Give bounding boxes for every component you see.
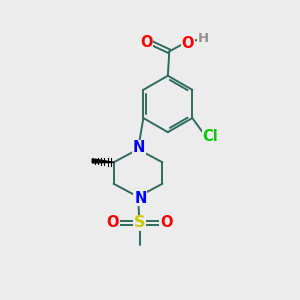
Text: N: N bbox=[132, 140, 145, 155]
Text: Cl: Cl bbox=[202, 129, 218, 144]
Text: O: O bbox=[106, 215, 119, 230]
Text: S: S bbox=[134, 215, 145, 230]
Text: N: N bbox=[134, 190, 147, 206]
Text: H: H bbox=[198, 32, 209, 45]
Text: O: O bbox=[140, 35, 152, 50]
Text: O: O bbox=[182, 35, 194, 50]
Text: O: O bbox=[160, 215, 172, 230]
Polygon shape bbox=[92, 159, 114, 163]
